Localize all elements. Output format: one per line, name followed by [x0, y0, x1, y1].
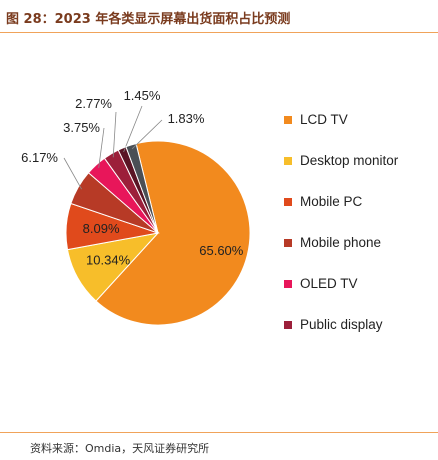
legend-label: Mobile phone [300, 235, 381, 250]
slice-value-label: 65.60% [199, 243, 244, 258]
legend-swatch [284, 198, 292, 206]
slice-value-label: 1.83% [168, 111, 205, 126]
leader-line [131, 119, 163, 150]
legend-swatch [284, 157, 292, 165]
legend-label: Public display [300, 317, 383, 332]
slice-value-label: 8.09% [83, 221, 120, 236]
legend-swatch [284, 280, 292, 288]
slice-value-label: 10.34% [86, 253, 131, 268]
footer-divider [0, 432, 438, 433]
leader-line [98, 127, 105, 168]
header-divider [0, 32, 438, 33]
slice-value-label: 1.45% [124, 88, 161, 103]
legend-swatch [284, 116, 292, 124]
leader-line [112, 111, 117, 158]
slice-value-label: 3.75% [63, 120, 100, 135]
legend-label: Desktop monitor [300, 153, 399, 168]
legend-label: LCD TV [300, 112, 348, 127]
pie-slice [125, 143, 159, 234]
pie-chart: 65.60% 10.34% 8.09% 6.17% 3.75% 2.77% 1.45% 1.8… [21, 88, 399, 332]
figure-header: 图 28：2023 年各类显示屏幕出货面积占比预测 [0, 0, 438, 34]
legend-swatch [284, 321, 292, 329]
leader-line [123, 105, 143, 153]
legend-swatch [284, 239, 292, 247]
legend-label: Mobile PC [300, 194, 363, 209]
source-note: 资料来源：Omdia，天风证券研究所 [30, 442, 210, 455]
leader-line [63, 157, 82, 190]
figure-title: 图 28：2023 年各类显示屏幕出货面积占比预测 [6, 12, 291, 27]
pie-slice [95, 140, 251, 326]
slice-value-label: 2.77% [75, 96, 112, 111]
slice-value-label: 6.17% [21, 150, 58, 165]
legend-label: OLED TV [300, 276, 358, 291]
